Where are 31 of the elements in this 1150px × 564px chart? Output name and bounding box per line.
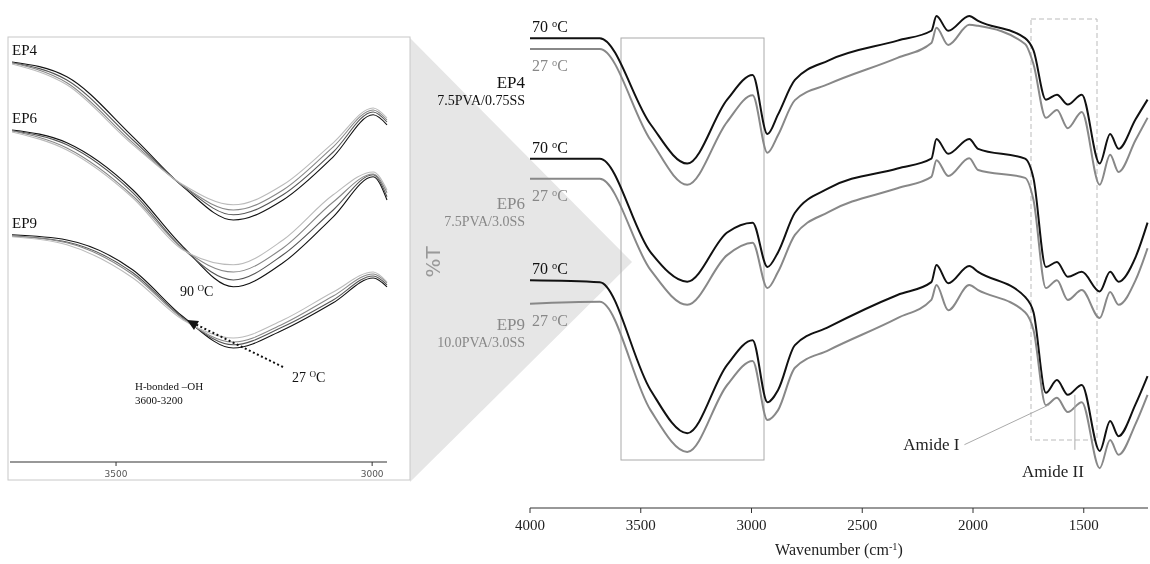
series-label: 70 $^{o}$C: [532, 138, 568, 156]
x-tick-label: 3000: [360, 469, 384, 479]
annotation: Amide II: [1021, 461, 1085, 481]
annotation: Amide I: [903, 434, 960, 454]
x-tick-label: 4000: [515, 517, 545, 533]
series-label: 27 $^{o}$C: [532, 56, 568, 74]
x-tick-label: 3500: [625, 517, 656, 533]
text: 7.5PVA/0.75SS: [437, 93, 525, 109]
annotation: EP9: [12, 214, 38, 231]
text: 10.0PVA/3.0SS: [437, 335, 525, 351]
annotation: EP6: [12, 110, 38, 126]
x-tick-label: 3000: [736, 517, 767, 533]
x-tick-label: 3500: [104, 469, 128, 479]
annotation: 3600-3200: [135, 394, 184, 406]
text: EP4: [496, 73, 526, 93]
series-label: 70 $^{o}$C: [532, 17, 568, 36]
annotation: H-bonded –OH: [135, 380, 204, 392]
text: EP9: [496, 315, 525, 335]
series-label: 27 $^{o}$C: [532, 186, 568, 204]
series-label: 70 $^{o}$C: [532, 259, 568, 278]
annotation: 27 $^{O}$C: [292, 369, 326, 385]
series-label: 27 $^{o}$C: [532, 311, 568, 329]
annotation: 90 $^{O}$C: [180, 283, 214, 299]
y-axis-title: %T: [421, 245, 445, 278]
x-axis-title: Wavenumber (cm$^{-1}$): [775, 540, 903, 559]
x-tick-label: 2500: [847, 517, 878, 533]
x-tick-label: 2000: [958, 517, 989, 533]
text: 7.5PVA/3.0SS: [444, 213, 525, 229]
text: EP4: [12, 42, 38, 58]
text: EP6: [496, 193, 525, 213]
x-tick-label: 1500: [1068, 517, 1099, 533]
